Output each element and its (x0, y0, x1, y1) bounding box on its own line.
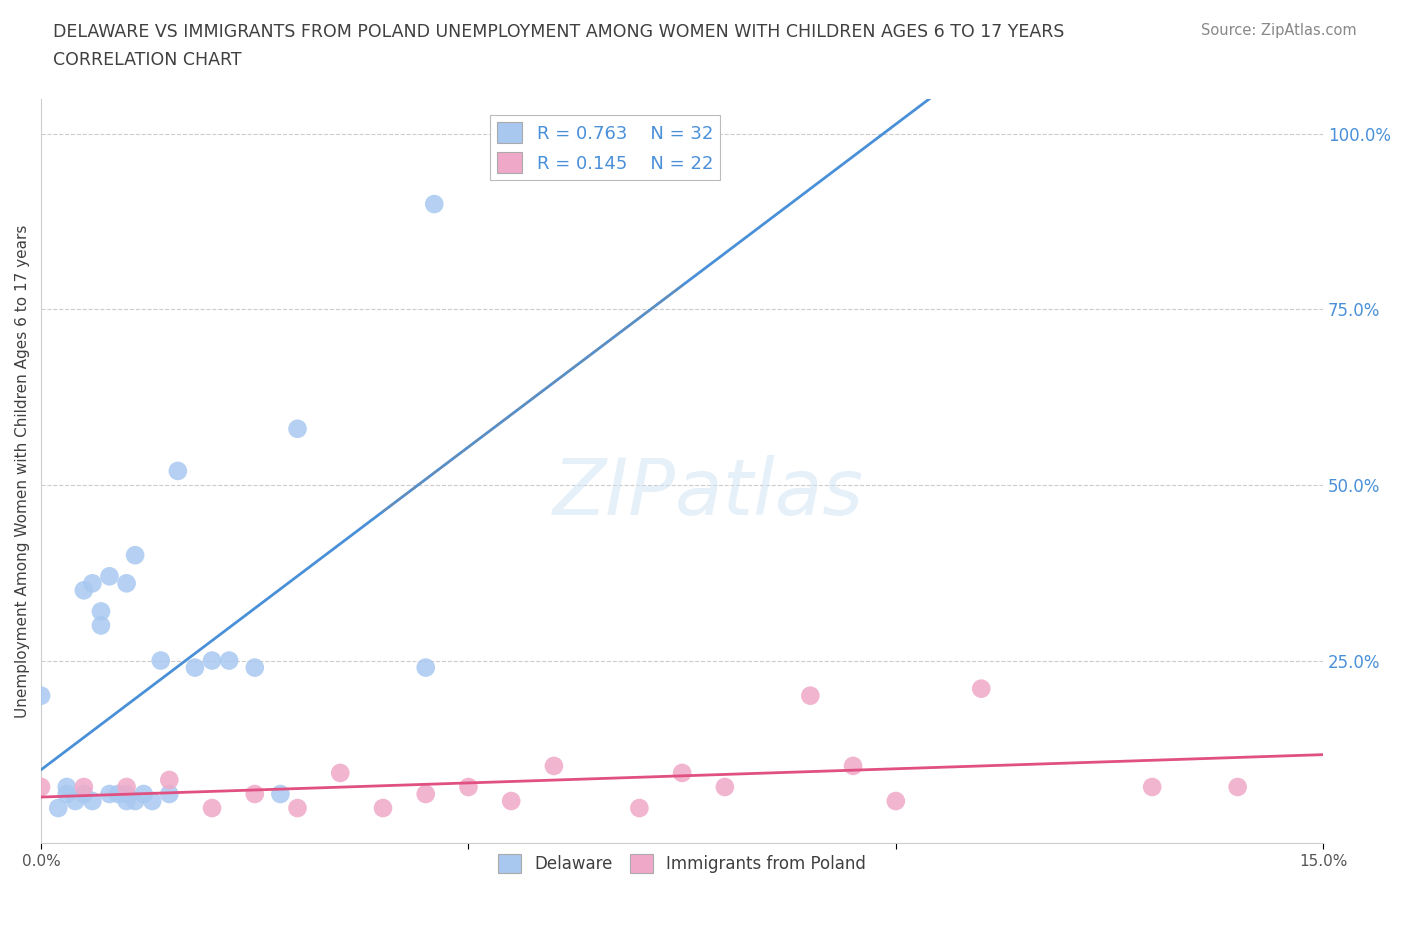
Point (501, 793, 523, 808)
Point (124, 793, 146, 808)
Point (628, 801, 651, 816)
Point (415, 787, 437, 802)
Point (371, 801, 394, 816)
Text: CORRELATION CHART: CORRELATION CHART (53, 51, 242, 69)
Point (842, 759, 865, 774)
Point (30, 688, 52, 703)
Point (115, 779, 138, 794)
Point (82, 576, 104, 591)
Point (329, 765, 352, 780)
Point (149, 653, 172, 668)
Point (115, 787, 138, 802)
Point (287, 421, 309, 436)
Point (201, 801, 224, 816)
Point (55, 779, 77, 794)
Point (73, 779, 96, 794)
Point (141, 793, 163, 808)
Point (218, 653, 240, 668)
Point (671, 765, 693, 780)
Point (46, 801, 69, 816)
Point (73, 787, 96, 802)
Point (287, 801, 309, 816)
Point (457, 779, 479, 794)
Point (65, 793, 87, 808)
Point (243, 787, 266, 802)
Point (30, 779, 52, 794)
Point (115, 576, 138, 591)
Point (90, 604, 112, 618)
Point (124, 548, 146, 563)
Point (543, 759, 565, 774)
Legend: Delaware, Immigrants from Poland: Delaware, Immigrants from Poland (491, 847, 873, 880)
Point (98, 569, 121, 584)
Point (55, 787, 77, 802)
Point (167, 463, 190, 478)
Point (115, 793, 138, 808)
Point (184, 660, 207, 675)
Point (799, 688, 821, 703)
Point (970, 681, 993, 696)
Point (98, 787, 121, 802)
Point (884, 793, 907, 808)
Point (1226, 779, 1249, 794)
Point (157, 787, 180, 802)
Point (90, 618, 112, 633)
Point (201, 653, 224, 668)
Point (714, 779, 737, 794)
Point (423, 196, 446, 211)
Y-axis label: Unemployment Among Women with Children Ages 6 to 17 years: Unemployment Among Women with Children A… (15, 224, 30, 718)
Point (157, 773, 180, 788)
Point (415, 660, 437, 675)
Text: Source: ZipAtlas.com: Source: ZipAtlas.com (1201, 23, 1357, 38)
Point (269, 787, 291, 802)
Text: DELAWARE VS IMMIGRANTS FROM POLAND UNEMPLOYMENT AMONG WOMEN WITH CHILDREN AGES 6: DELAWARE VS IMMIGRANTS FROM POLAND UNEMP… (53, 23, 1064, 41)
Point (243, 660, 266, 675)
Point (82, 793, 104, 808)
Point (107, 787, 129, 802)
Point (1140, 779, 1163, 794)
Point (132, 787, 155, 802)
Text: ZIPatlas: ZIPatlas (553, 456, 863, 531)
Point (73, 583, 96, 598)
